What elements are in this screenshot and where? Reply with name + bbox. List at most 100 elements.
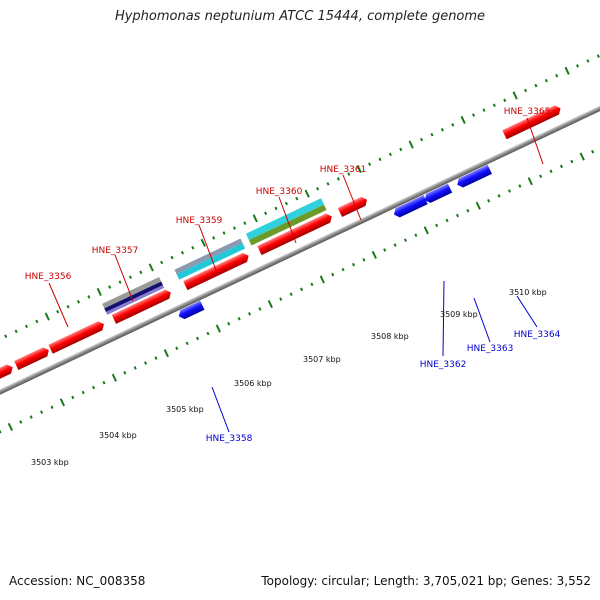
tick-mark — [92, 385, 96, 390]
tick-mark — [212, 236, 216, 240]
tick-mark — [475, 201, 481, 210]
gene-label-forward[interactable]: HNE_3365 — [504, 107, 551, 117]
tick-mark — [163, 349, 169, 358]
tick-mark — [0, 430, 2, 434]
tick-mark — [118, 280, 122, 284]
gene-reverse-arrow[interactable] — [177, 300, 205, 321]
tick-mark — [423, 226, 429, 235]
gene-label-reverse[interactable]: HNE_3364 — [514, 330, 561, 340]
tick-mark — [527, 177, 533, 186]
tick-mark — [87, 295, 91, 299]
tick-mark — [445, 218, 449, 223]
gene-label-reverse[interactable]: HNE_3363 — [467, 344, 514, 354]
genome-backbone — [0, 82, 600, 420]
tick-mark — [466, 208, 470, 213]
tick-mark — [111, 373, 117, 382]
tick-mark — [7, 422, 14, 431]
tick-mark — [414, 233, 418, 238]
tick-mark — [232, 226, 236, 230]
gene-label-forward[interactable]: HNE_3357 — [92, 246, 139, 256]
feature-bar-slate — [174, 238, 243, 275]
tick-mark — [170, 255, 174, 260]
gene-label-reverse[interactable]: HNE_3358 — [206, 434, 253, 444]
tick-mark — [575, 64, 580, 68]
tick-mark — [420, 137, 424, 142]
feature-bar-gray — [102, 276, 162, 309]
tick-mark — [56, 309, 60, 314]
tick-mark — [59, 398, 66, 407]
tick-mark — [347, 172, 351, 176]
tick-mark — [559, 164, 563, 169]
gene-label-forward[interactable]: HNE_3361 — [320, 165, 367, 175]
tick-mark — [326, 182, 330, 186]
tick-mark — [243, 221, 247, 225]
tick-mark — [371, 250, 377, 259]
tick-mark — [139, 270, 143, 275]
tick-mark — [596, 54, 600, 58]
tick-mark — [81, 390, 85, 395]
feature-bar-navy — [104, 281, 163, 313]
gene-forward-arrow[interactable] — [0, 363, 15, 390]
tick-mark — [191, 245, 195, 250]
tick-mark — [35, 319, 39, 324]
tick-mark — [180, 250, 184, 255]
forward-tick-row — [4, 54, 600, 338]
ruler-label: 3508 kbp — [371, 332, 409, 341]
tick-mark — [264, 211, 268, 216]
tick-mark — [472, 113, 476, 117]
track-frame — [0, 54, 600, 434]
tick-mark — [154, 356, 158, 360]
tick-mark — [319, 275, 325, 284]
gene-reverse-arrow[interactable] — [455, 164, 492, 189]
tick-mark — [295, 196, 299, 201]
tick-mark — [430, 132, 434, 137]
ruler-label: 3506 kbp — [234, 379, 272, 388]
tick-mark — [316, 186, 320, 191]
gene-forward-arrow[interactable] — [502, 104, 562, 140]
tick-mark — [289, 292, 293, 296]
gene-label-forward[interactable]: HNE_3360 — [256, 187, 303, 197]
tick-mark — [24, 324, 29, 329]
tick-mark — [76, 300, 81, 304]
gene-label-forward[interactable]: HNE_3356 — [25, 272, 72, 282]
tick-mark — [19, 420, 23, 424]
tick-mark — [96, 287, 102, 297]
tick-mark — [564, 66, 570, 75]
tick-mark — [185, 341, 189, 346]
tick-mark — [383, 248, 387, 252]
gene-label-reverse[interactable]: HNE_3362 — [420, 360, 467, 370]
tick-mark — [215, 324, 221, 333]
tick-mark — [40, 410, 44, 414]
tick-mark — [274, 206, 278, 211]
tick-mark — [435, 223, 439, 228]
gene-reverse-arrow[interactable] — [392, 195, 428, 219]
tick-mark — [497, 194, 501, 198]
tick-mark — [440, 128, 444, 132]
ruler-label: 3507 kbp — [303, 355, 341, 364]
gene-forward-arrow[interactable] — [183, 251, 251, 291]
ruler-label: 3503 kbp — [31, 458, 69, 467]
gene-forward-arrow[interactable] — [111, 288, 173, 324]
tick-mark — [579, 152, 585, 161]
tick-mark — [128, 275, 133, 280]
tick-mark — [487, 199, 491, 203]
tick-mark — [460, 115, 466, 125]
gene-reverse-arrow[interactable] — [423, 183, 453, 205]
feature-bar-cyan — [245, 198, 324, 241]
gene-label-forward[interactable]: HNE_3359 — [176, 216, 223, 226]
gene-forward-arrow[interactable] — [14, 346, 51, 371]
tick-mark — [310, 282, 314, 287]
tick-mark — [393, 243, 397, 247]
gene-forward-arrow[interactable] — [48, 320, 106, 354]
gene-forward-arrow[interactable] — [337, 195, 369, 218]
feature-bar-olive — [248, 204, 327, 246]
tick-mark — [66, 304, 70, 309]
tick-mark — [284, 201, 288, 206]
tick-mark — [356, 165, 362, 174]
tick-mark — [591, 149, 595, 154]
tick-mark — [336, 177, 340, 181]
gene-forward-arrow[interactable] — [257, 212, 334, 256]
tick-mark — [102, 380, 106, 385]
tick-mark — [237, 316, 241, 321]
